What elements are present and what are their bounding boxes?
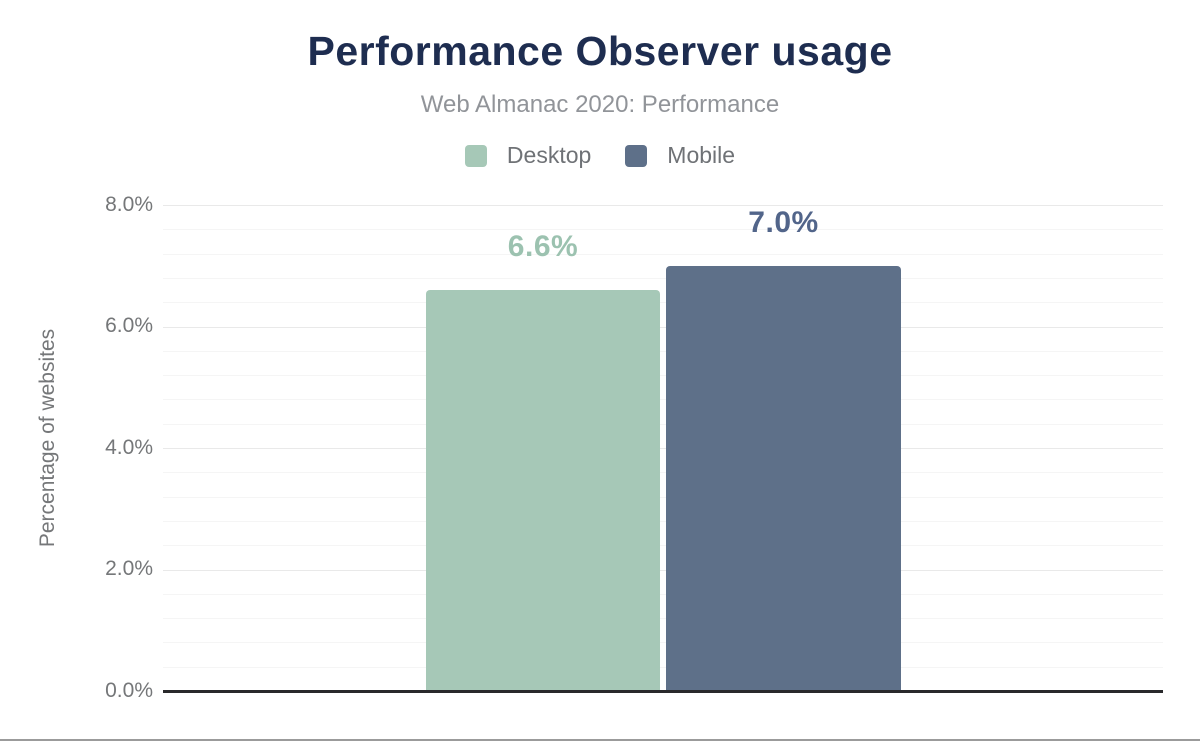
gridline-minor [163,545,1163,547]
mobile-series-swatch-icon [625,144,648,167]
gridline-major [163,448,1163,449]
y-tick-label-8: 8.0% [105,193,153,216]
x-axis-line [163,690,1163,693]
bar-value-label-mobile: 7.0% [748,205,819,239]
gridline-minor [163,302,1163,304]
bar-group: 6.6% [426,205,660,691]
gridline-minor [163,496,1163,498]
gridline-minor [163,399,1163,401]
y-tick-label-0: 0.0% [105,679,153,702]
legend-label-desktop: Desktop [506,142,592,168]
gridline-minor [163,593,1163,595]
gridline-minor [163,423,1163,425]
legend-label-mobile: Mobile [667,142,736,168]
gridline-major [163,569,1163,571]
y-axis-tick-labels: 8.0% 6.0% 4.0% 2.0% 0.0% [0,193,153,702]
gridline-minor [163,350,1163,352]
y-tick-label-2: 2.0% [105,557,153,580]
mobile-bar [666,265,901,691]
gridline-major [163,326,1163,328]
gridline-minor [163,229,1163,231]
gridline-minor [163,520,1163,522]
bar-group: 7.0% [666,205,901,691]
legend-item-desktop: Desktop [464,142,592,169]
chart-title: Performance Observer usage [307,28,893,74]
gridline-minor [163,253,1163,255]
page-bottom-border [0,739,1200,741]
gridline-minor [163,472,1163,474]
bar-value-label-desktop: 6.6% [507,230,579,264]
y-tick-label-6: 6.0% [105,314,153,337]
gridline-minor [163,618,1163,620]
y-tick-label-4: 4.0% [105,436,153,459]
gridline-minor [163,375,1163,377]
gridline-minor [163,277,1163,279]
gridline-minor [163,666,1163,668]
gridline-minor [163,642,1163,644]
plot-area: 6.6% 7.0% [163,205,1163,693]
gridline-major [163,205,1163,206]
desktop-series-swatch-icon [464,144,487,167]
legend-item-mobile: Mobile [625,142,735,169]
desktop-bar [426,290,660,691]
legend: Desktop Mobile [0,142,1200,169]
chart-subtitle: Web Almanac 2020: Performance [420,91,780,118]
